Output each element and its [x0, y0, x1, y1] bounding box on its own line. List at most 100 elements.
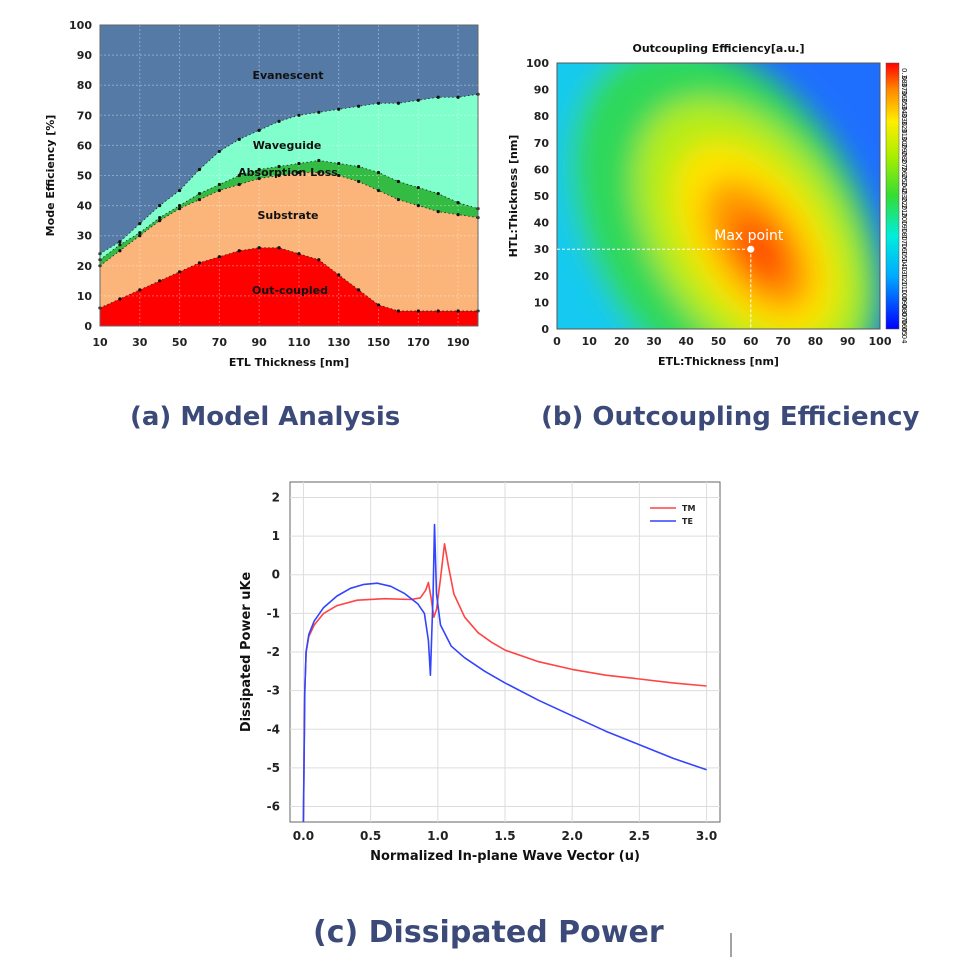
colorbar-tick-label: 0.25: [900, 167, 908, 183]
colorbar-tick-label: 0.12: [900, 267, 908, 283]
data-point: [118, 240, 122, 244]
x-tick-label: 3.0: [696, 829, 717, 843]
data-point: [237, 249, 241, 253]
data-point: [456, 200, 460, 205]
data-point: [277, 246, 281, 250]
data-point: [177, 204, 182, 208]
data-point: [158, 204, 162, 208]
data-point: [436, 95, 440, 99]
colorbar-tick-label: 0.38: [900, 68, 908, 84]
series-label-evanescent: Evanescent: [252, 69, 323, 82]
x-tick-label: 70: [212, 336, 228, 349]
data-point: [257, 167, 261, 172]
colorbar-tick-label: 0.27: [900, 152, 908, 168]
legend-label-te: TE: [682, 517, 693, 526]
x-tick-label: 40: [679, 335, 695, 348]
series-line-te: [302, 523, 707, 822]
data-point: [138, 231, 142, 235]
data-point: [237, 173, 241, 178]
dissipated-power-chart: 0.0 0.5 1.0 1.5 2.0 2.5 3.0 2 1 0 -1 -2 -3 -4 -5 -6 Norm…: [239, 481, 721, 864]
colorbar-tick-label: 0.10: [900, 282, 908, 298]
heatmap-field: [557, 63, 880, 329]
data-point: [197, 261, 202, 265]
data-point: [297, 170, 301, 175]
caption-outcoupling-efficiency: (b) Outcoupling Efficiency: [541, 402, 920, 432]
data-point: [357, 179, 361, 184]
colorbar-tick-label: 0.05: [900, 320, 908, 336]
x-tick-label: 1.5: [494, 829, 515, 843]
x-tick-label: 0.5: [360, 829, 381, 843]
data-point: [396, 101, 401, 105]
data-point: [197, 191, 202, 196]
data-point: [416, 185, 420, 190]
boundary-line: [99, 247, 478, 312]
series-line-tm: [302, 543, 707, 822]
x-tick-label: 100: [869, 335, 892, 348]
boundary-line: [99, 93, 479, 255]
x-tick-label: 30: [132, 336, 148, 349]
data-point: [357, 104, 361, 108]
series-label-out-coupled: Out-coupled: [252, 284, 328, 297]
colorbar-tick-label: 0.15: [900, 244, 908, 260]
series-label-absorption-loss: Absorption Loss: [238, 166, 338, 179]
data-point: [177, 270, 182, 274]
y-tick-label: -5: [267, 761, 280, 775]
x-tick-label: 80: [808, 335, 824, 348]
data-point: [337, 161, 341, 166]
colorbar-tick-label: 0.36: [900, 83, 908, 99]
y-tick-label: -3: [267, 684, 280, 698]
data-point: [118, 297, 122, 301]
data-point: [396, 309, 401, 313]
colorbar-tick-label: 0.14: [900, 252, 908, 268]
data-point: [436, 309, 440, 313]
y-tick-label: -6: [267, 800, 280, 814]
colorbar-tick-label: 0.35: [900, 91, 908, 107]
data-point: [416, 98, 420, 102]
data-point: [416, 309, 420, 313]
x-tick-label: 50: [711, 335, 727, 348]
data-point: [456, 213, 460, 217]
boundary-line: [99, 160, 479, 261]
y-tick-label: 20: [77, 260, 93, 273]
x-tick-label: 2.0: [562, 829, 583, 843]
data-point: [297, 113, 301, 117]
colorbar: [885, 62, 900, 330]
y-tick-label: 10: [77, 290, 93, 303]
colorbar-tick-label: 0.18: [900, 221, 908, 237]
data-point: [217, 149, 221, 154]
y-tick-label: 50: [534, 190, 550, 203]
data-point: [357, 164, 361, 169]
colorbar-tick-label: 0.20: [900, 206, 908, 222]
y-tick-label: 2: [272, 490, 280, 504]
colorbar-tick-label: 0.06: [900, 313, 908, 329]
outcoupling-efficiency-heatmap: Outcoupling Efficiency[a.u.] 0 10 20 30 40 50 6…: [507, 42, 908, 368]
series-label-substrate: Substrate: [258, 209, 319, 222]
x-tick-label: 0.0: [293, 829, 314, 843]
x-axis-label: ETL:Thickness [nm]: [658, 355, 779, 368]
y-tick-label: 60: [77, 139, 93, 152]
data-point: [337, 107, 341, 111]
y-tick-label: 40: [77, 200, 93, 213]
x-tick-label: 70: [775, 335, 791, 348]
x-tick-label: 50: [172, 336, 188, 349]
x-axis-label: ETL Thickness [nm]: [229, 356, 349, 369]
data-point: [416, 204, 420, 208]
colorbar-tick-label: 0.23: [900, 183, 908, 199]
caption-dissipated-power: (c) Dissipated Power: [313, 915, 664, 950]
colorbar-tick-label: 0.21: [900, 198, 908, 214]
data-point: [396, 197, 401, 202]
data-point: [158, 279, 162, 283]
data-point: [436, 191, 440, 196]
colorbar-tick-label: 0.34: [900, 99, 908, 115]
data-point: [317, 170, 321, 175]
colorbar-tick-label: 0.30: [900, 129, 908, 145]
y-tick-label: 10: [534, 296, 550, 309]
data-point: [138, 234, 142, 238]
colorbar-tick-label: 0.16: [900, 236, 908, 252]
data-point: [277, 164, 281, 169]
x-tick-label: 20: [614, 335, 630, 348]
x-tick-label: 150: [367, 336, 390, 349]
colorbar-tick-label: 0.19: [900, 213, 908, 229]
data-point: [357, 288, 361, 292]
data-point: [396, 179, 401, 184]
